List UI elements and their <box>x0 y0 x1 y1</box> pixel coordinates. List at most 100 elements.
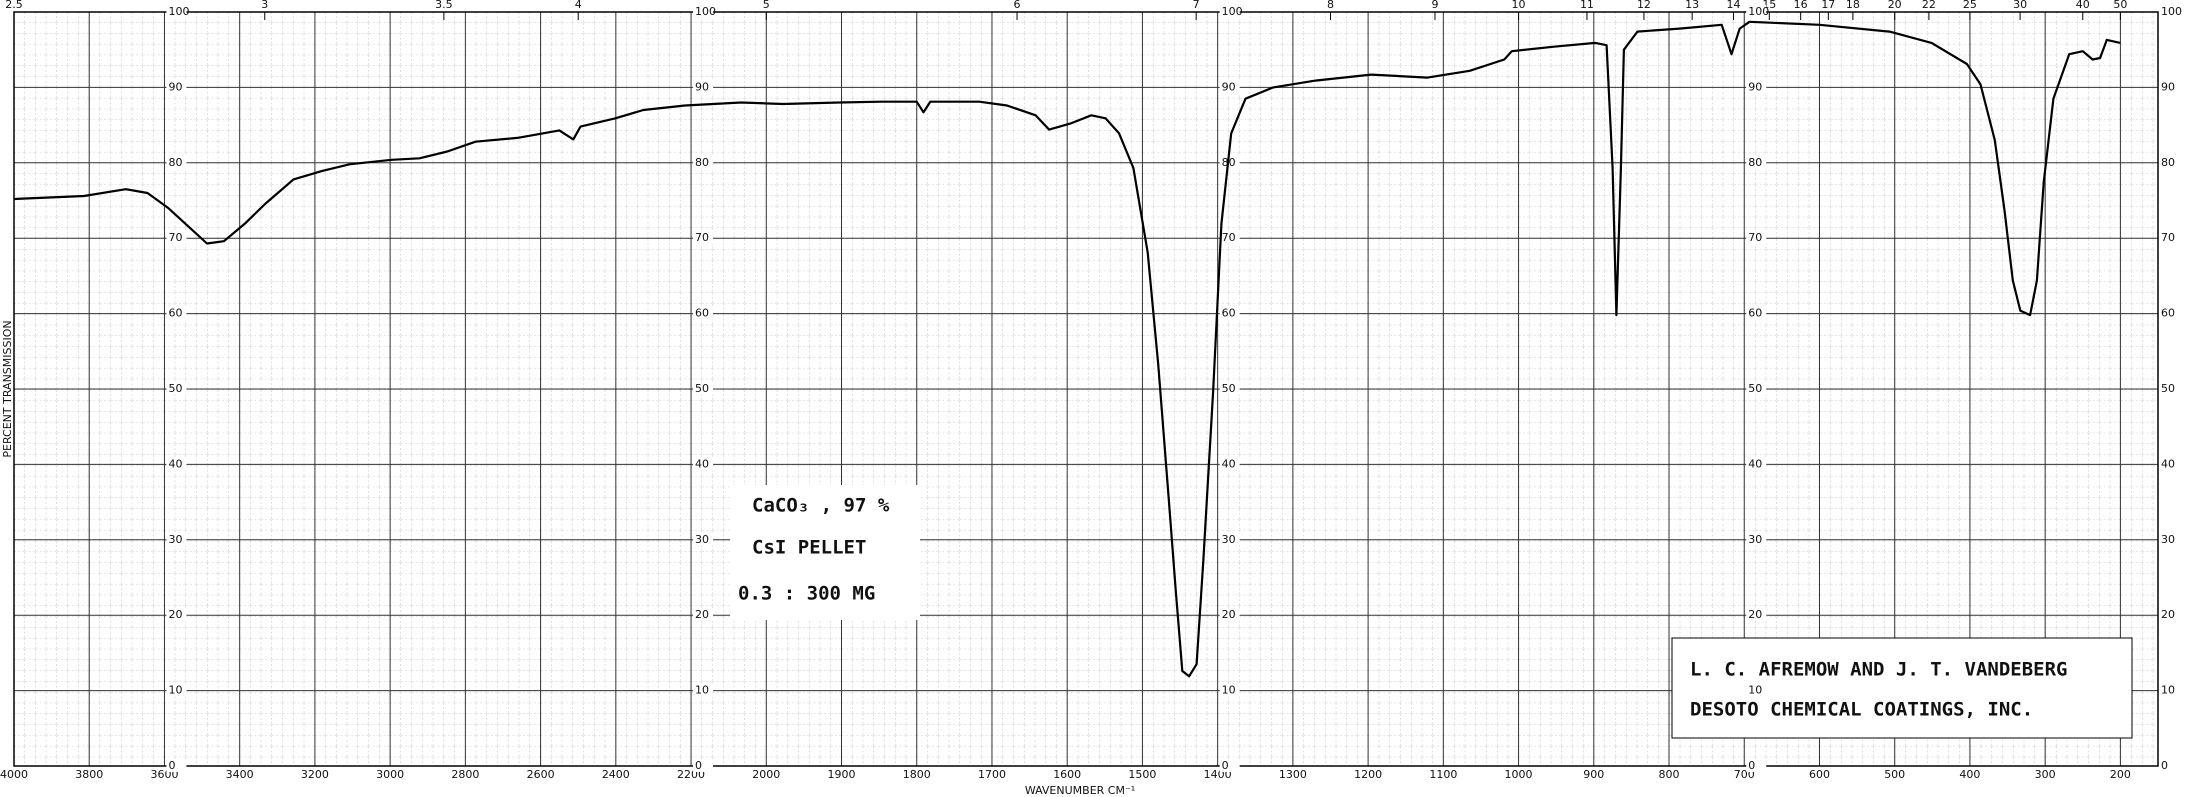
y-tick-label: 40 <box>1222 457 1236 470</box>
y-tick-label: 70 <box>1222 231 1236 244</box>
x-tick-label: 1000 <box>1505 768 1533 781</box>
label-bg <box>1746 457 1767 471</box>
x2-tick-label: 9 <box>1431 0 1438 11</box>
label-bg <box>693 683 714 697</box>
x2-tick-label: 16 <box>1794 0 1808 11</box>
x-tick-label: 2800 <box>451 768 479 781</box>
y-tick-label: 10 <box>695 684 709 697</box>
x2-tick-label: 15 <box>1762 0 1776 11</box>
label-bg <box>1746 155 1767 169</box>
y-tick-label: 20 <box>695 608 709 621</box>
x2-tick-label: 7 <box>1193 0 1200 11</box>
annotation: DESOTO CHEMICAL COATINGS, INC. <box>1690 699 2033 721</box>
y-tick-label: 60 <box>1222 307 1236 320</box>
label-bg <box>693 155 714 169</box>
x-tick-label: 3200 <box>301 768 329 781</box>
y-tick-label: 90 <box>2161 80 2175 93</box>
x-tick-label: 500 <box>1884 768 1905 781</box>
x2-tick-label: 20 <box>1888 0 1902 11</box>
label-bg <box>1219 80 1240 94</box>
x-axis-label: WAVENUMBER CM⁻¹ <box>1025 784 1135 797</box>
y-tick-label: 50 <box>168 382 182 395</box>
label-bg <box>693 80 714 94</box>
x-tick-label: 1800 <box>903 768 931 781</box>
label-bg <box>166 457 187 471</box>
x2-tick-label: 18 <box>1846 0 1860 11</box>
y-tick-label: 70 <box>695 231 709 244</box>
label-bg <box>693 457 714 471</box>
label-bg <box>1746 5 1767 18</box>
x2-tick-label: 2.5 <box>5 0 23 11</box>
annotation: CaCO₃ , 97 % <box>752 495 890 517</box>
y-tick-label: 0 <box>2161 759 2168 772</box>
sample-box <box>730 485 920 620</box>
x2-tick-label: 17 <box>1821 0 1835 11</box>
x-tick-label: 2400 <box>602 768 630 781</box>
y-tick-label: 30 <box>1222 533 1236 546</box>
label-bg <box>1746 80 1767 94</box>
x2-tick-label: 3.5 <box>435 0 453 11</box>
x2-tick-label: 30 <box>2013 0 2027 11</box>
y-tick-label: 80 <box>1748 156 1762 169</box>
x-tick-label: 3800 <box>75 768 103 781</box>
y-tick-label: 30 <box>2161 533 2175 546</box>
x2-tick-label: 4 <box>575 0 582 11</box>
x-tick-label: 1500 <box>1128 768 1156 781</box>
y-tick-label: 20 <box>1748 608 1762 621</box>
x-tick-label: 1200 <box>1354 768 1382 781</box>
x2-tick-label: 40 <box>2076 0 2090 11</box>
x-tick-label: 900 <box>1583 768 1604 781</box>
label-bg <box>1746 683 1767 697</box>
y-tick-label: 80 <box>695 156 709 169</box>
y-tick-label: 100 <box>2161 5 2182 18</box>
label-bg <box>693 5 714 18</box>
label-bg <box>1219 457 1240 471</box>
label-bg <box>1219 5 1240 18</box>
y-tick-label: 70 <box>2161 231 2175 244</box>
y-tick-label: 50 <box>1748 382 1762 395</box>
label-bg <box>693 306 714 320</box>
y-tick-label: 100 <box>695 5 716 18</box>
label-bg <box>1746 608 1767 622</box>
x-tick-label: 200 <box>2110 768 2131 781</box>
y-tick-label: 40 <box>1748 457 1762 470</box>
label-bg <box>166 532 187 546</box>
x-tick-label: 3000 <box>376 768 404 781</box>
label-bg <box>1219 683 1240 697</box>
annotation: CsI PELLET <box>752 537 866 559</box>
y-tick-label: 40 <box>2161 457 2175 470</box>
label-bg <box>693 382 714 395</box>
y-tick-label: 30 <box>168 533 182 546</box>
x-tick-label: 800 <box>1659 768 1680 781</box>
plot-frame <box>13 11 2159 767</box>
label-bg <box>1746 532 1767 546</box>
label-bg <box>1746 759 1767 772</box>
y-tick-label: 40 <box>168 457 182 470</box>
x2-tick-label: 50 <box>2113 0 2127 11</box>
x2-tick-label: 8 <box>1327 0 1334 11</box>
y-tick-label: 20 <box>1222 608 1236 621</box>
x2-tick-label: 25 <box>1963 0 1977 11</box>
x2-tick-label: 3 <box>261 0 268 11</box>
y-tick-label: 100 <box>1222 5 1243 18</box>
y-tick-label: 0 <box>1222 759 1229 772</box>
y-tick-label: 30 <box>695 533 709 546</box>
y-tick-label: 50 <box>2161 382 2175 395</box>
annotation: L. C. AFREMOW AND J. T. VANDEBERG <box>1690 659 2068 681</box>
x2-tick-label: 22 <box>1922 0 1936 11</box>
x-tick-label: 1900 <box>828 768 856 781</box>
x-tick-label: 1100 <box>1429 768 1457 781</box>
label-bg <box>1746 231 1767 245</box>
label-bg <box>166 5 187 18</box>
spectrum-line <box>13 20 2121 678</box>
y-tick-label: 90 <box>168 80 182 93</box>
label-bg <box>166 382 187 395</box>
y-tick-label: 80 <box>168 156 182 169</box>
grid <box>13 11 2158 767</box>
y-tick-label: 60 <box>2161 307 2175 320</box>
x-tick-label: 3400 <box>226 768 254 781</box>
label-bg <box>1219 759 1240 772</box>
x-tick-label: 1700 <box>978 768 1006 781</box>
label-bg <box>1219 382 1240 395</box>
